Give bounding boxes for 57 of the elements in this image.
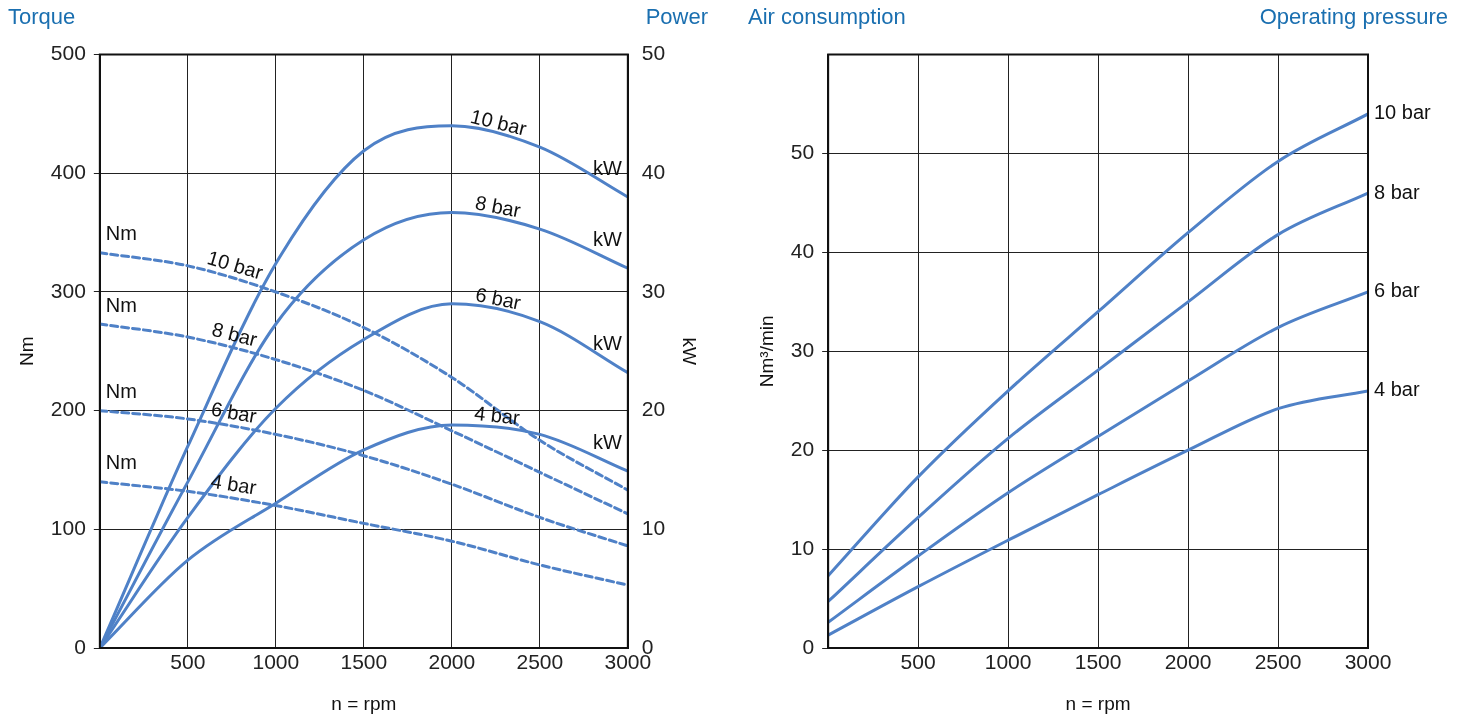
text: Power [645,4,708,31]
y2-tick-label: 10 [641,516,666,540]
x-tick-label: 1000 [252,650,300,674]
text: 4 bar [473,401,522,429]
y-tick-label: 30 [790,338,815,362]
y-axis-title: Nm [15,336,37,367]
annotation: Nm [105,222,137,245]
annotation: Nm [105,293,137,316]
y2-tick-label: 50 [641,41,666,65]
x-tick-label: 1500 [340,650,388,674]
y-tick-label: 40 [790,239,815,263]
annotation: kW [592,332,622,355]
text: 4 bar [209,469,259,499]
y-tick-label: 200 [50,397,86,421]
text: 10 bar [204,246,266,284]
y2-axis-title: kW [679,337,701,366]
annotation: kW [592,156,622,179]
y-tick-label: 500 [50,41,86,65]
text: 6 bar [209,397,259,428]
text: 8 bar [209,317,260,351]
y-tick-label: 400 [50,160,86,184]
annotation: Nm [105,380,137,403]
chart-title: Air consumption [748,4,906,31]
x-tick-label: 1000 [984,650,1032,674]
y-tick-label: 0 [74,634,86,658]
y-tick-label: 0 [802,634,815,658]
x-tick-label: 2000 [1164,650,1212,674]
chart-title: Torque [8,4,76,31]
series-label: 6 bar [1374,279,1420,302]
y2-tick-label: 20 [641,397,666,421]
series-label: 8 bar [1374,180,1420,203]
annotation: kW [592,430,622,453]
text: 10 bar [468,104,530,140]
x-axis-title: n = rpm [1065,692,1131,714]
series-label: 10 bar [1374,101,1432,124]
y-tick-label: 10 [790,535,815,559]
x-axis-title: n = rpm [331,692,397,714]
x-tick-label: 2500 [516,650,564,674]
y-tick-label: 20 [790,437,815,460]
x-tick-label: 1500 [1074,650,1122,674]
x-tick-label: 500 [170,650,206,674]
y-tick-label: 100 [50,516,86,540]
annotation: Nm [105,451,137,474]
x-tick-label: 3000 [1344,650,1392,674]
x-tick-label: 2500 [1254,650,1302,674]
annotation: kW [592,227,622,250]
y2-tick-label: 30 [641,278,666,302]
chart-subtitle: Operating pressure [1259,4,1448,31]
text: 6 bar [473,283,523,314]
y-tick-label: 300 [50,278,86,302]
y-axis-title: Nm³/min [755,315,777,388]
text: 8 bar [473,191,523,222]
series-label: 4 bar [1374,378,1420,401]
x-tick-label: 2000 [428,650,476,674]
y-tick-label: 50 [790,140,815,164]
y2-tick-label: 40 [641,160,666,184]
x-tick-label: 500 [900,650,936,674]
